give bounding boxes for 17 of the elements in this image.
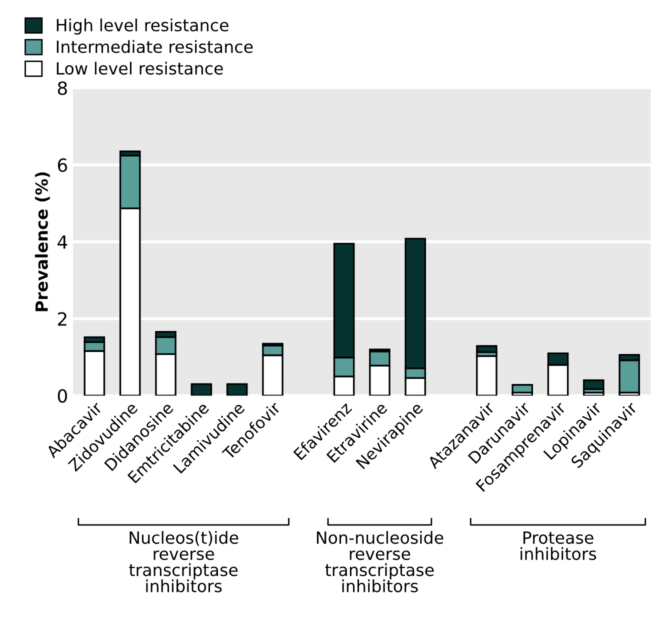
- y-tick-label: 8: [58, 81, 67, 96]
- y-tick-label: 4: [58, 235, 68, 249]
- y-tick-label: 0: [58, 389, 67, 403]
- legend-label: Low level resistance: [56, 62, 223, 75]
- bar: [226, 383, 248, 396]
- bar: [512, 384, 533, 394]
- bar: [476, 345, 498, 354]
- y-tick-label: 6: [58, 158, 68, 172]
- text: Protease inhibitors: [520, 532, 596, 560]
- bar: [190, 383, 212, 396]
- legend-label: Intermediate resistance: [56, 40, 253, 54]
- legend-label: High level resistance: [56, 18, 228, 35]
- text: Nucleos(t)ide reverse transcriptase inhibitors: [129, 531, 238, 592]
- text: Non-nucleoside reverse transcriptase inhibitors: [316, 531, 444, 592]
- bar: [583, 379, 604, 390]
- y-tick-label: 2: [58, 312, 66, 326]
- y-axis-title: Prevalence (%): [35, 172, 50, 312]
